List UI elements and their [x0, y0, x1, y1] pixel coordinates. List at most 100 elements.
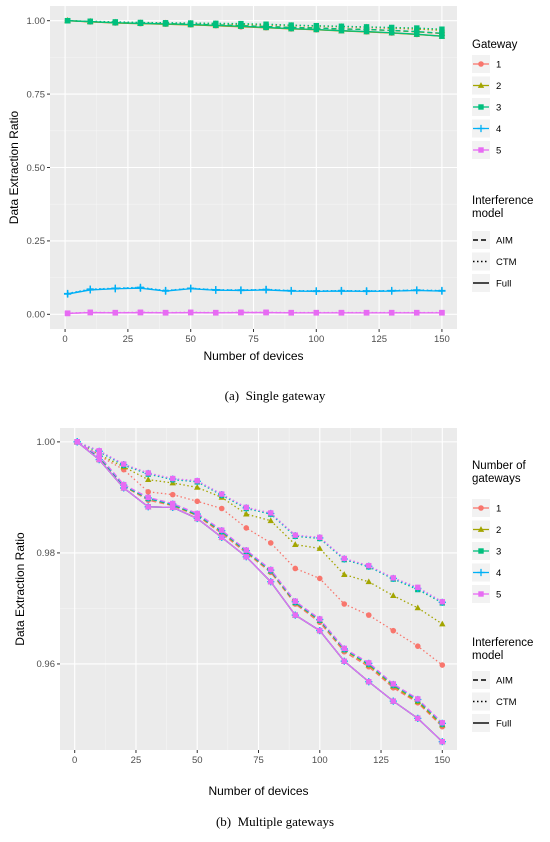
point-5-full [268, 579, 274, 585]
linetype-legend-title: Interference [472, 195, 533, 207]
point-5-aim [145, 494, 151, 501]
point-5-aim [121, 481, 127, 488]
point-5-full [313, 310, 320, 316]
legend-key-marker [477, 82, 485, 88]
point-5-full [96, 456, 102, 463]
point-5-full [415, 715, 421, 722]
point-1-ctm [194, 498, 201, 505]
point-5-full [145, 504, 151, 510]
point-5-aim [341, 645, 347, 652]
point-1-ctm [243, 525, 250, 531]
point-4-full [388, 287, 396, 295]
point-1-ctm [414, 643, 421, 649]
point-5-full [439, 310, 445, 316]
point-1-ctm [316, 575, 323, 582]
point-3-full [313, 26, 320, 33]
linetype-item-full: Full [472, 274, 511, 292]
point-5-full [288, 310, 294, 316]
point-4-full [86, 286, 94, 294]
legend-label: 2 [496, 81, 501, 92]
point-4-full [312, 287, 320, 296]
x-tick-label: 0 [72, 755, 77, 766]
point-2-ctm [194, 484, 201, 490]
point-5-full [292, 612, 298, 618]
point-3-full [162, 21, 169, 27]
point-2-ctm [439, 620, 446, 627]
point-2-ctm [145, 476, 152, 483]
point-3-ctm [288, 22, 294, 28]
point-3-full [439, 33, 445, 39]
point-5-full [414, 310, 420, 316]
point-5-full [317, 627, 323, 634]
point-5-aim [96, 453, 102, 459]
point-3-full [137, 20, 144, 27]
legend-label: 5 [496, 590, 501, 601]
point-5-ctm [390, 575, 396, 581]
point-3-full [363, 28, 370, 35]
point-3-full [238, 23, 244, 29]
legend-label: 4 [496, 124, 501, 135]
legend-item-1: 1 [472, 55, 501, 73]
point-5-ctm [96, 448, 102, 454]
legend-item-3: 3 [472, 98, 501, 116]
legend-item-4: 4 [472, 563, 501, 582]
point-5-ctm [243, 504, 249, 511]
figure-caption: (a) Single gateway [225, 388, 326, 403]
y-axis-title: Data Extraction Ratio [7, 110, 21, 224]
y-tick-label: 1.00 [37, 437, 56, 448]
point-2-ctm [365, 578, 372, 585]
point-2-ctm [390, 592, 397, 599]
legend-label: 5 [496, 146, 501, 157]
point-4-full [63, 290, 72, 298]
legend-label: Full [496, 719, 511, 730]
y-tick-label: 1.00 [27, 16, 46, 27]
figure-caption: (b) Multiple gateways [216, 814, 334, 829]
x-tick-label: 100 [308, 334, 324, 345]
point-3-ctm [439, 26, 445, 32]
point-5-full [170, 504, 176, 511]
point-4-full [237, 286, 245, 295]
linetype-item-ctm: CTM [472, 692, 517, 711]
legend-label: Full [496, 279, 511, 290]
point-4-full [438, 287, 446, 295]
color-legend-title: Number of [472, 460, 526, 472]
point-4-full [111, 285, 119, 293]
linetype-legend-title: Interference [472, 637, 533, 649]
linetype-item-ctm: CTM [472, 252, 517, 271]
y-tick-label: 0.00 [27, 310, 46, 321]
point-5-aim [439, 720, 445, 726]
point-5-ctm [170, 475, 176, 482]
legend-key-marker [478, 505, 484, 511]
point-5-aim [415, 696, 421, 702]
legend-key-marker [478, 147, 484, 153]
point-5-full [219, 534, 225, 541]
x-tick-label: 25 [123, 334, 134, 345]
point-5-full [388, 310, 395, 316]
legend-label: 3 [496, 103, 501, 114]
y-tick-label: 0.75 [27, 89, 46, 100]
series-line-5-aim [76, 441, 443, 724]
legend-label: 3 [496, 547, 501, 558]
point-3-full [187, 21, 194, 28]
point-3-aim [439, 30, 445, 37]
color-legend: Gateway 1 2 3 4 5 [472, 39, 518, 159]
legend-item-4: 4 [472, 119, 501, 138]
point-4-full [161, 287, 170, 295]
point-5-full [238, 309, 244, 316]
x-tick-label: 150 [434, 334, 450, 345]
point-4-full [187, 285, 195, 293]
linetype-legend-title: model [472, 650, 503, 662]
point-3-ctm [414, 25, 420, 31]
legend-label: 4 [496, 568, 501, 579]
point-1-ctm [439, 662, 446, 668]
point-2-ctm [292, 541, 299, 547]
x-tick-label: 125 [373, 755, 389, 766]
series-4 [63, 283, 446, 298]
point-5-aim [292, 598, 298, 604]
series-line-5-ctm [76, 441, 443, 603]
point-5-full [213, 310, 219, 316]
point-5-full [187, 309, 194, 316]
